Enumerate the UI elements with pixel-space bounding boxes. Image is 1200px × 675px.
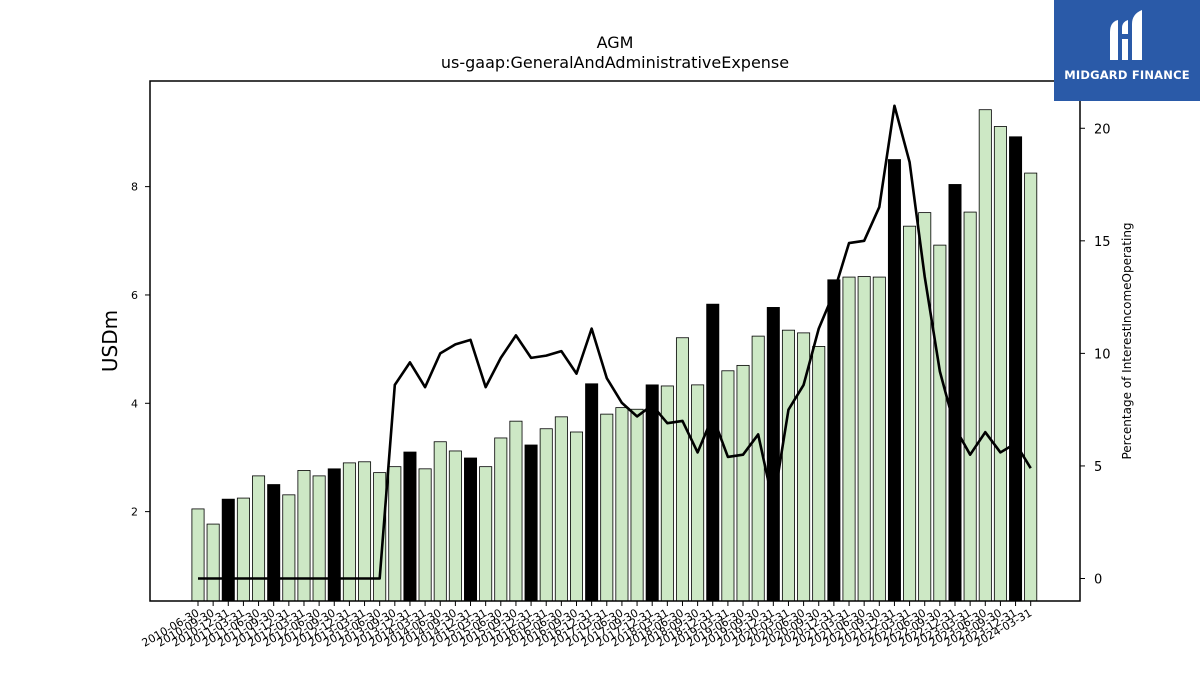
bar-2019-12-31 [766,307,780,602]
bar-2012-06-30 [312,475,326,602]
bar-2024-03-31 [1024,172,1038,602]
bar-2010-09-30 [206,523,220,602]
y2-tick-label: 0 [1094,572,1102,587]
bar-2015-12-31 [524,444,538,602]
bar-2017-12-31 [645,384,659,602]
y2-tick-label: 15 [1094,235,1111,250]
bar-2020-12-31 [827,279,841,602]
bar-2016-06-30 [554,416,568,602]
bar-2017-03-31 [600,413,614,602]
bar-series [191,109,1038,602]
bar-2017-09-30 [630,408,644,602]
plot-frame [149,80,1081,602]
chart-subtitle: us-gaap:GeneralAndAdministrativeExpense [441,53,789,72]
bar-2014-09-30 [448,450,462,602]
bar-2015-03-31 [479,466,493,602]
bar-2015-06-30 [494,437,508,602]
bar-2010-12-31 [221,498,235,602]
bar-2014-03-31 [418,468,432,602]
bar-2021-12-31 [887,159,901,602]
bar-2012-09-30 [327,468,341,602]
bar-2023-03-31 [963,211,977,602]
bar-2014-06-30 [433,441,447,602]
bar-2016-03-31 [539,428,553,602]
y-tick-label: 6 [131,289,138,302]
y-tick-label: 2 [131,506,138,519]
y2-axis-label: Percentage of InterestIncomeOperating [1120,222,1134,459]
bar-2022-03-31 [903,225,917,602]
bar-2010-06-30 [191,508,205,602]
bar-2022-12-31 [948,184,962,602]
line-path [198,104,1032,580]
bar-2019-06-30 [736,364,750,602]
brand-logo-mark-icon [1110,10,1142,60]
bar-2011-12-31 [282,494,296,602]
bar-2023-06-30 [978,109,992,602]
axes: 2468051015202010-06-302010-09-302010-12-… [131,80,1111,650]
y-axis-label: USDm [98,310,122,372]
brand-logo: MIDGARD FINANCE [1054,0,1200,101]
bar-2012-12-31 [342,462,356,602]
bar-2011-03-31 [236,497,250,602]
bar-2013-12-31 [403,451,417,602]
bar-2015-09-30 [509,420,523,602]
chart-title: AGM [597,33,634,52]
bar-2017-06-30 [615,407,629,602]
bar-2014-12-31 [464,457,478,602]
bar-2018-09-30 [691,384,705,602]
bar-2011-09-30 [267,484,281,602]
bar-2013-03-31 [358,461,372,602]
bar-2020-09-30 [812,346,826,602]
bar-2018-12-31 [706,303,720,602]
bar-2023-12-31 [1009,136,1023,602]
y2-tick-label: 10 [1094,347,1111,362]
bar-2021-03-31 [842,276,856,602]
bar-2021-06-30 [857,276,871,602]
y2-tick-label: 5 [1094,460,1102,475]
bar-2020-03-31 [781,329,795,602]
y-tick-label: 4 [131,397,138,410]
brand-name: MIDGARD FINANCE [1064,68,1190,82]
bar-2016-12-31 [585,383,599,602]
bar-2011-06-30 [252,475,266,602]
bar-2023-09-30 [993,126,1007,602]
bar-2021-09-30 [872,276,886,602]
bar-2016-09-30 [570,431,584,602]
bar-2019-03-31 [721,370,735,602]
y2-tick-label: 20 [1094,122,1111,137]
bar-2013-09-30 [388,466,402,602]
bar-2018-06-30 [675,337,689,602]
line-series [197,104,1032,580]
bar-2019-09-30 [751,335,765,602]
bar-2012-03-31 [297,470,311,602]
bar-2022-09-30 [933,244,947,602]
y-tick-label: 8 [131,181,138,194]
